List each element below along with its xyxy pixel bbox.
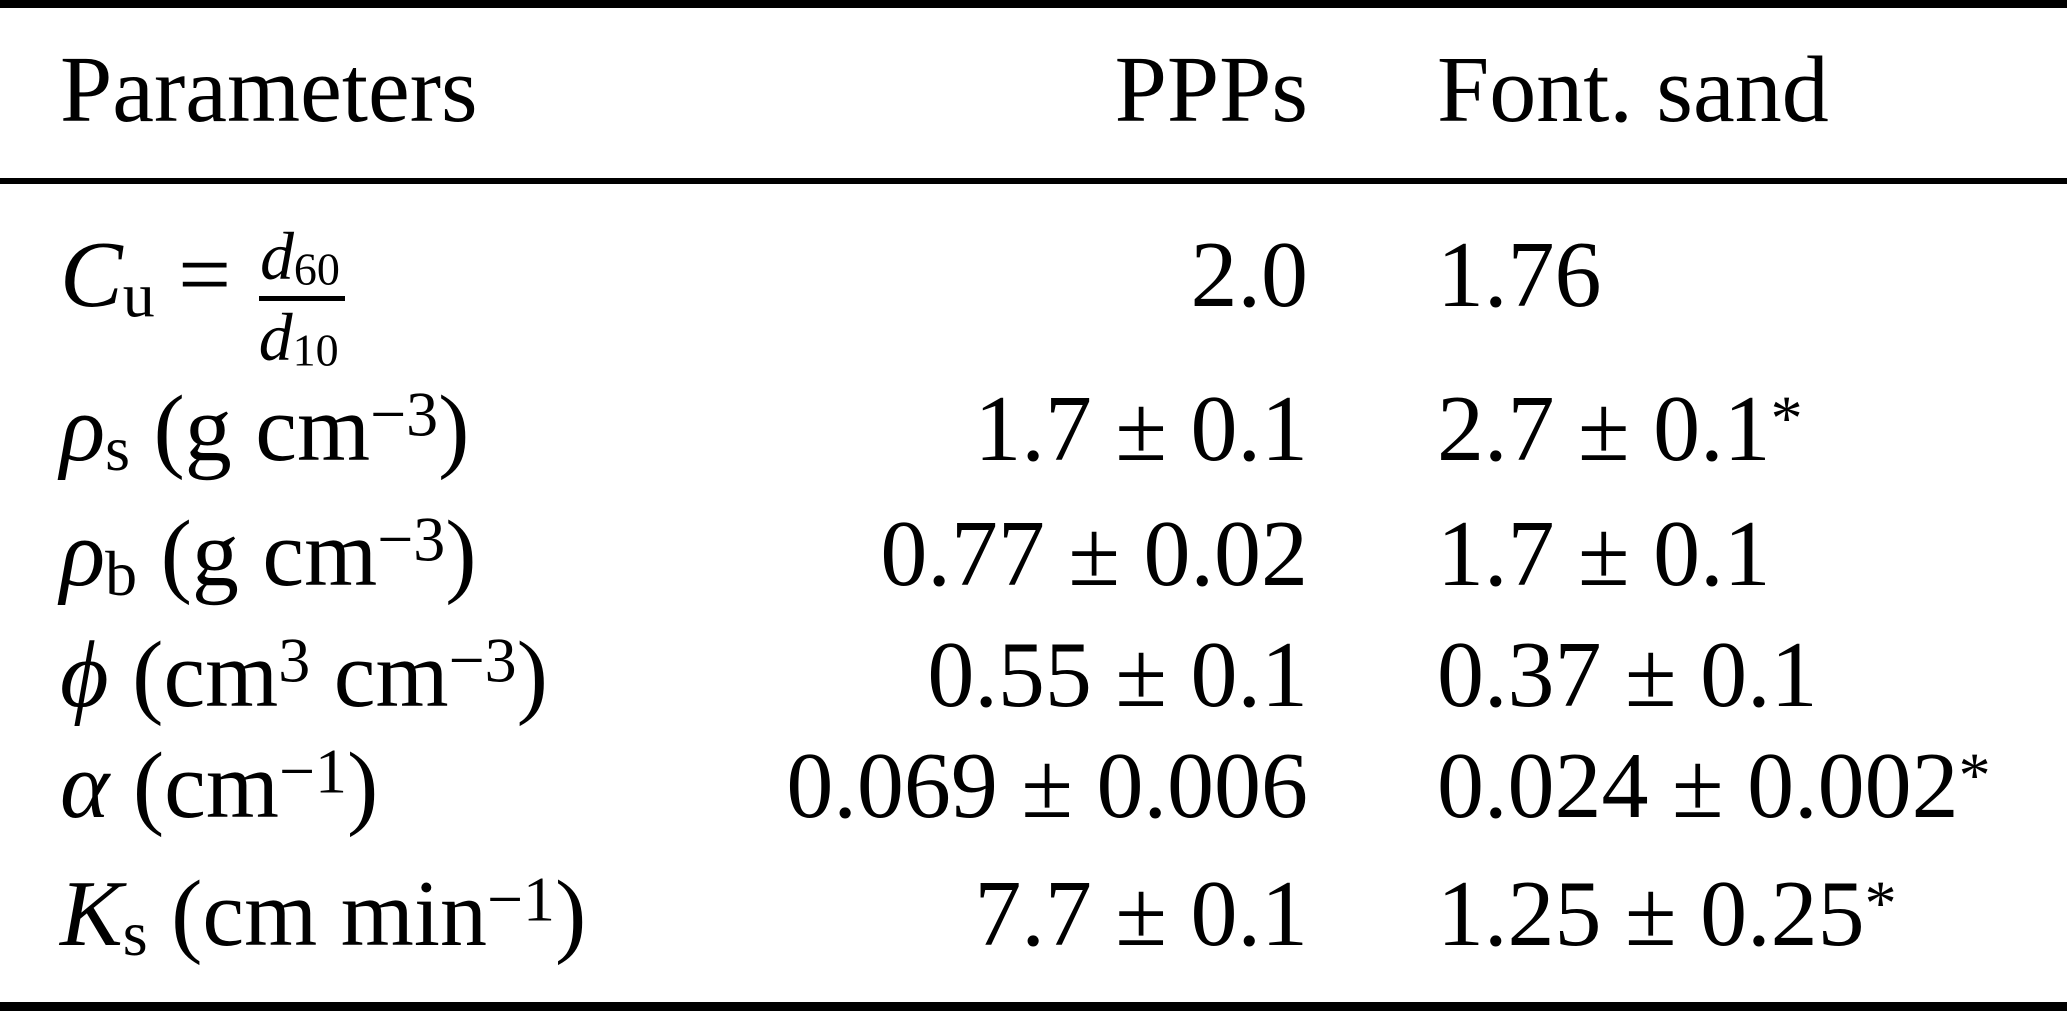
font-sand-value: 0.024 ± 0.002* xyxy=(1437,734,1991,838)
mid-rule xyxy=(0,178,2067,184)
unit-close: ) xyxy=(554,862,587,966)
param-symbol: ϕ xyxy=(60,623,109,727)
table-row: ρb (g cm−3) 0.77 ± 0.02 1.7 ± 0.1 xyxy=(0,507,2067,606)
significance-star: * xyxy=(1770,382,1803,454)
unit-text: (cm xyxy=(108,623,279,727)
unit-superscript: −3 xyxy=(377,503,446,575)
font-sand-value: 2.7 ± 0.1* xyxy=(1437,377,1803,481)
ppps-value: 0.55 ± 0.1 xyxy=(927,623,1308,727)
param-symbol: ρ xyxy=(60,502,106,606)
font-sand-value: 1.76 xyxy=(1437,223,1602,328)
header-font-sand: Font. sand xyxy=(1437,38,1829,142)
param-label: ϕ (cm3 cm−3) xyxy=(60,628,705,722)
param-label: ρb (g cm−3) xyxy=(60,507,705,606)
significance-star: * xyxy=(1864,867,1897,939)
ppps-value: 0.069 ± 0.006 xyxy=(786,734,1308,838)
param-subscript: b xyxy=(105,538,138,610)
table-row: ρs (g cm−3) 1.7 ± 0.1 2.7 ± 0.1* xyxy=(0,382,2067,481)
param-label: α (cm−1) xyxy=(60,739,705,833)
cu-fraction: d60 d10 xyxy=(258,219,346,374)
unit-text: cm xyxy=(310,623,449,727)
ppps-value: 2.0 xyxy=(1190,223,1309,328)
param-symbol: K xyxy=(60,862,123,966)
unit-superscript: −1 xyxy=(486,863,555,935)
unit-close: ) xyxy=(516,623,548,727)
unit-text: (g cm xyxy=(137,502,378,606)
param-label: ρs (g cm−3) xyxy=(60,382,705,481)
param-symbol: C xyxy=(60,223,123,328)
font-sand-value: 1.25 ± 0.25* xyxy=(1437,862,1897,966)
unit-close: ) xyxy=(438,377,470,481)
param-symbol: α xyxy=(60,734,110,838)
param-subscript: u xyxy=(122,259,155,331)
top-rule xyxy=(0,0,2067,8)
header-ppps: PPPs xyxy=(1114,38,1308,142)
unit-superscript: 3 xyxy=(278,624,311,696)
unit-close: ) xyxy=(445,502,477,606)
unit-close: ) xyxy=(346,734,379,838)
font-sand-value: 0.37 ± 0.1 xyxy=(1437,623,1818,727)
ppps-value: 7.7 ± 0.1 xyxy=(974,862,1308,966)
table-header-row: Parameters PPPs Font. sand xyxy=(0,43,2067,137)
table-row: α (cm−1) 0.069 ± 0.006 0.024 ± 0.002* xyxy=(0,739,2067,833)
unit-text: (cm xyxy=(109,734,279,838)
param-symbol: ρ xyxy=(60,377,106,481)
fraction-denominator: d10 xyxy=(258,295,346,374)
table-row: Ks (cm min−1) 7.7 ± 0.1 1.25 ± 0.25* xyxy=(0,867,2067,966)
table-row: ϕ (cm3 cm−3) 0.55 ± 0.1 0.37 ± 0.1 xyxy=(0,628,2067,722)
unit-text: (g cm xyxy=(130,377,371,481)
unit-superscript: −1 xyxy=(278,735,347,807)
table-row: Cu = d60 d10 2.0 1.76 xyxy=(0,223,2067,374)
unit-superscript: −3 xyxy=(370,378,439,450)
param-subscript: s xyxy=(105,413,130,485)
param-label: Cu = d60 d10 xyxy=(60,223,705,374)
unit-text: (cm min xyxy=(147,862,487,966)
param-subscript: s xyxy=(122,898,148,970)
significance-star: * xyxy=(1958,739,1991,811)
bottom-rule xyxy=(0,1002,2067,1011)
param-label: Ks (cm min−1) xyxy=(60,867,705,966)
header-parameters: Parameters xyxy=(60,38,478,142)
font-sand-value: 1.7 ± 0.1 xyxy=(1437,502,1771,606)
ppps-value: 0.77 ± 0.02 xyxy=(880,502,1308,606)
unit-superscript: −3 xyxy=(448,624,517,696)
fraction-numerator: d60 xyxy=(260,219,340,295)
equals-sign: = xyxy=(154,223,255,328)
ppps-value: 1.7 ± 0.1 xyxy=(974,377,1308,481)
